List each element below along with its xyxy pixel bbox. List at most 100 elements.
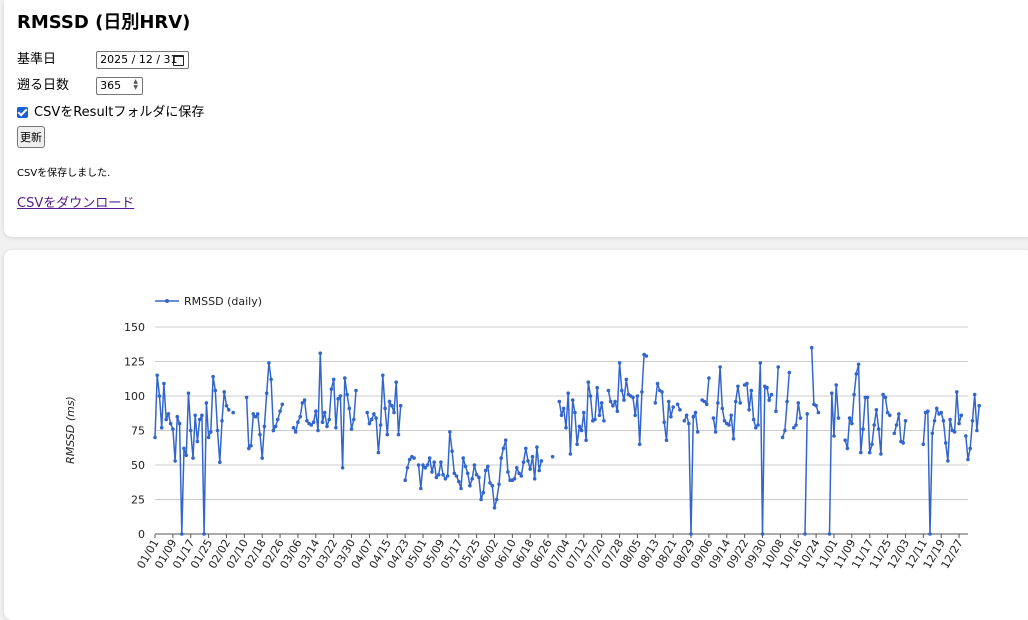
data-point[interactable] <box>365 410 370 415</box>
data-point[interactable] <box>159 425 164 430</box>
data-point[interactable] <box>695 430 700 434</box>
data-point[interactable] <box>423 466 428 470</box>
date-input[interactable]: 2025 / 12 / 31 <box>96 50 190 69</box>
data-point[interactable] <box>977 403 981 408</box>
data-point[interactable] <box>664 438 669 442</box>
data-point[interactable] <box>329 387 334 391</box>
data-point[interactable] <box>470 477 475 481</box>
data-point[interactable] <box>687 421 691 426</box>
data-point[interactable] <box>932 419 937 423</box>
data-point[interactable] <box>262 424 267 429</box>
data-point[interactable] <box>865 395 870 400</box>
data-point[interactable] <box>209 430 213 434</box>
data-point[interactable] <box>251 412 256 416</box>
data-point[interactable] <box>767 398 771 402</box>
data-point[interactable] <box>666 399 671 404</box>
data-point[interactable] <box>655 381 660 386</box>
data-point[interactable] <box>606 388 611 393</box>
data-point[interactable] <box>901 441 905 445</box>
data-point[interactable] <box>713 430 718 434</box>
data-point[interactable] <box>503 438 508 442</box>
data-point[interactable] <box>450 449 454 453</box>
data-point[interactable] <box>897 412 901 416</box>
data-point[interactable] <box>448 430 452 434</box>
data-point[interactable] <box>280 402 285 407</box>
data-point[interactable] <box>369 417 374 422</box>
data-point[interactable] <box>457 479 461 484</box>
data-point[interactable] <box>588 394 593 398</box>
data-point[interactable] <box>881 392 885 397</box>
data-point[interactable] <box>336 397 340 401</box>
data-point[interactable] <box>249 443 253 448</box>
data-point[interactable] <box>407 457 412 462</box>
data-point[interactable] <box>334 425 338 430</box>
data-point[interactable] <box>751 417 756 422</box>
data-point[interactable] <box>302 398 307 402</box>
data-point[interactable] <box>463 464 468 469</box>
data-point[interactable] <box>892 431 897 436</box>
data-point[interactable] <box>515 466 519 470</box>
data-point[interactable] <box>267 361 271 365</box>
data-point[interactable] <box>859 450 863 455</box>
data-point[interactable] <box>465 471 470 476</box>
data-point[interactable] <box>959 413 964 418</box>
data-point[interactable] <box>796 401 801 405</box>
data-point[interactable] <box>803 532 807 536</box>
data-point[interactable] <box>519 474 524 478</box>
data-point[interactable] <box>894 423 899 427</box>
data-point[interactable] <box>492 506 497 510</box>
data-point[interactable] <box>166 412 171 416</box>
data-point[interactable] <box>805 412 809 416</box>
data-point[interactable] <box>769 392 774 397</box>
data-point[interactable] <box>669 414 673 419</box>
data-point[interactable] <box>834 383 838 387</box>
data-point[interactable] <box>436 472 441 477</box>
data-point[interactable] <box>202 532 206 536</box>
data-point[interactable] <box>255 412 260 416</box>
data-point[interactable] <box>345 392 349 397</box>
data-point[interactable] <box>861 427 865 431</box>
data-point[interactable] <box>354 388 358 393</box>
data-point[interactable] <box>888 413 892 418</box>
data-point[interactable] <box>903 419 908 423</box>
data-point[interactable] <box>794 423 798 427</box>
data-point[interactable] <box>660 390 664 394</box>
data-point[interactable] <box>481 490 486 495</box>
data-point[interactable] <box>602 419 606 423</box>
data-point[interactable] <box>593 417 597 422</box>
data-point[interactable] <box>499 456 504 460</box>
data-point[interactable] <box>298 414 303 419</box>
download-csv-link[interactable]: CSVをダウンロード <box>17 196 135 211</box>
data-point[interactable] <box>948 417 952 422</box>
data-point[interactable] <box>765 385 769 390</box>
data-point[interactable] <box>331 377 336 382</box>
data-point[interactable] <box>258 432 262 437</box>
data-point[interactable] <box>617 361 622 365</box>
data-point[interactable] <box>218 460 222 464</box>
data-point[interactable] <box>506 470 510 474</box>
data-point[interactable] <box>247 446 251 451</box>
data-point[interactable] <box>311 420 316 424</box>
data-point[interactable] <box>573 410 577 415</box>
spin-arrows-icon[interactable]: ▲ ▼ <box>133 77 138 91</box>
data-point[interactable] <box>964 434 968 438</box>
data-point[interactable] <box>224 403 229 408</box>
data-point[interactable] <box>615 409 620 413</box>
data-point[interactable] <box>394 380 399 384</box>
data-point[interactable] <box>693 410 698 415</box>
data-point[interactable] <box>412 456 416 460</box>
data-point[interactable] <box>390 403 394 408</box>
data-point[interactable] <box>611 403 615 408</box>
data-point[interactable] <box>874 408 879 412</box>
data-point[interactable] <box>195 439 200 444</box>
data-point[interactable] <box>193 413 197 418</box>
data-point[interactable] <box>376 450 381 455</box>
data-point[interactable] <box>776 365 780 369</box>
data-point[interactable] <box>182 446 186 451</box>
data-point[interactable] <box>640 390 644 394</box>
data-point[interactable] <box>745 381 749 386</box>
data-point[interactable] <box>557 399 562 404</box>
data-point[interactable] <box>968 446 972 451</box>
days-input[interactable]: 365 ▲ ▼ <box>96 76 144 95</box>
data-point[interactable] <box>325 424 329 429</box>
